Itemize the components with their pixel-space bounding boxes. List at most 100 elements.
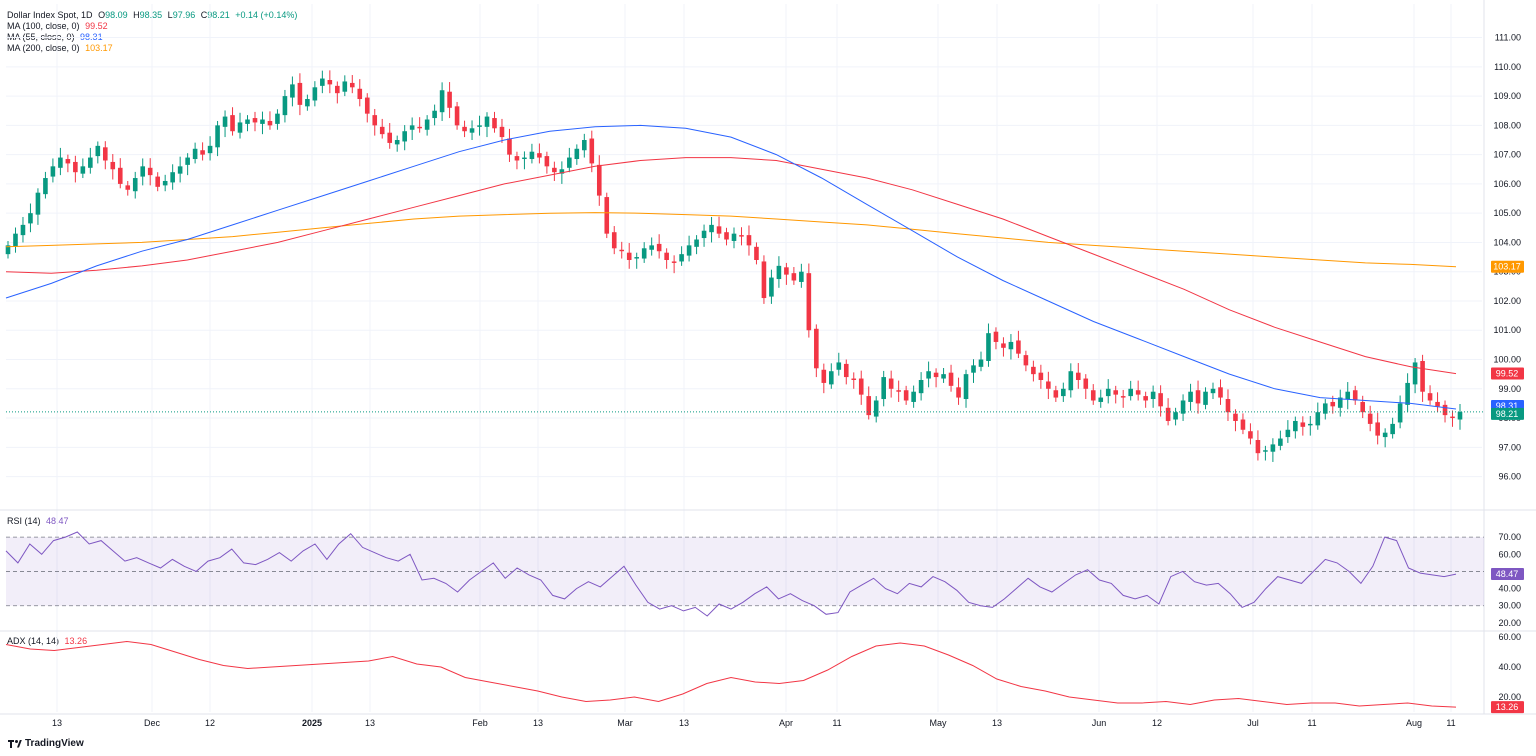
candle-body bbox=[125, 185, 131, 190]
time-axis-label: 13 bbox=[992, 718, 1002, 728]
time-axis-label: 12 bbox=[1152, 718, 1162, 728]
candle-body bbox=[1180, 400, 1186, 414]
candle-body bbox=[1360, 401, 1366, 413]
candle-body bbox=[1442, 404, 1448, 416]
time-axis-label: Feb bbox=[472, 718, 488, 728]
candle-body bbox=[1457, 411, 1463, 420]
adx-tick-label: 20.00 bbox=[1498, 692, 1521, 702]
candle-body bbox=[522, 157, 527, 160]
candle-body bbox=[1225, 399, 1231, 413]
candle-body bbox=[1143, 396, 1148, 401]
candle-body bbox=[1173, 412, 1178, 420]
candle-body bbox=[1120, 396, 1126, 398]
symbol-title[interactable]: Dollar Index Spot, 1D bbox=[7, 10, 93, 20]
candle-body bbox=[814, 328, 819, 369]
price-tick-label: 108.00 bbox=[1493, 120, 1521, 130]
ma100-legend[interactable]: MA (100, close, 0) 99.52 bbox=[7, 21, 111, 32]
candle-body bbox=[245, 119, 250, 124]
candle-body bbox=[13, 233, 18, 247]
candle-body bbox=[709, 224, 714, 233]
candle-body bbox=[529, 151, 535, 160]
candle-body bbox=[110, 161, 116, 170]
candle-body bbox=[873, 400, 879, 417]
candle-body bbox=[911, 391, 916, 402]
candle-body bbox=[402, 131, 407, 142]
candle-body bbox=[1278, 438, 1283, 446]
price-tick-label: 101.00 bbox=[1493, 325, 1521, 335]
candle-body bbox=[799, 271, 804, 282]
candle-body bbox=[552, 167, 557, 173]
candle-body bbox=[252, 118, 258, 123]
candle-body bbox=[342, 81, 348, 92]
ma200-value: 103.17 bbox=[85, 43, 113, 53]
adx-legend[interactable]: ADX (14, 14) 13.26 bbox=[7, 636, 90, 647]
candle-body bbox=[290, 84, 295, 98]
candle-body bbox=[671, 261, 677, 263]
price-tick-label: 104.00 bbox=[1493, 237, 1521, 247]
candle-body bbox=[784, 267, 789, 275]
ma55-price-badge: 98.31 bbox=[1496, 401, 1519, 411]
candle-body bbox=[1023, 355, 1029, 366]
candle-body bbox=[1046, 381, 1051, 389]
ma100-price-badge-bg bbox=[1491, 367, 1524, 380]
price-tick-label: 97.00 bbox=[1498, 442, 1521, 452]
candle-body bbox=[147, 167, 153, 176]
time-axis-label: Dec bbox=[144, 718, 161, 728]
candles-group bbox=[5, 70, 1463, 462]
candle-body bbox=[1203, 391, 1208, 405]
candle-body bbox=[1308, 423, 1313, 426]
candle-body bbox=[267, 120, 273, 126]
candle-body bbox=[1375, 422, 1380, 436]
candle-body bbox=[567, 157, 572, 168]
candle-body bbox=[477, 125, 482, 127]
ma200-line bbox=[5, 212, 1457, 268]
candle-body bbox=[447, 91, 452, 108]
adx-line bbox=[5, 640, 1457, 708]
candle-body bbox=[888, 378, 894, 389]
tradingview-watermark[interactable]: TradingView bbox=[8, 738, 84, 749]
candle-body bbox=[746, 235, 752, 246]
candle-body bbox=[701, 230, 707, 239]
ma100-label: MA (100, close, 0) bbox=[7, 21, 80, 31]
candle-body bbox=[1270, 444, 1276, 452]
candle-body bbox=[1382, 432, 1388, 438]
candle-body bbox=[1427, 393, 1433, 401]
candle-body bbox=[1248, 431, 1253, 439]
ma200-label: MA (200, close, 0) bbox=[7, 43, 80, 53]
rsi-label: RSI (14) bbox=[7, 516, 41, 526]
candle-body bbox=[499, 126, 505, 138]
change-value: +0.14 (+0.14%) bbox=[235, 10, 298, 20]
ma200-legend[interactable]: MA (200, close, 0) 103.17 bbox=[7, 43, 116, 54]
candle-body bbox=[5, 245, 11, 255]
candle-body bbox=[851, 378, 857, 380]
ma200-price-badge-bg bbox=[1491, 260, 1524, 273]
candle-body bbox=[611, 232, 617, 249]
candle-body bbox=[364, 97, 370, 114]
watermark-text: TradingView bbox=[25, 738, 84, 749]
ma55-legend[interactable]: MA (55, close, 0) 98.31 bbox=[7, 32, 106, 43]
candle-body bbox=[971, 365, 976, 373]
open-label: O bbox=[98, 10, 106, 20]
open-value: 98.09 bbox=[105, 10, 128, 20]
candle-body bbox=[903, 390, 909, 401]
close-label: C bbox=[200, 10, 208, 20]
candle-body bbox=[50, 166, 56, 177]
candle-body bbox=[769, 277, 774, 297]
tradingview-logo-icon bbox=[8, 739, 22, 748]
candle-body bbox=[828, 371, 834, 385]
rsi-tick-label: 20.00 bbox=[1498, 618, 1521, 628]
high-label: H bbox=[133, 10, 140, 20]
candle-body bbox=[1435, 401, 1440, 407]
candle-body bbox=[200, 150, 205, 155]
candle-body bbox=[664, 252, 669, 260]
price-tick-label: 111.00 bbox=[1495, 33, 1521, 43]
candle-body bbox=[469, 128, 475, 133]
price-tick-label: 107.00 bbox=[1493, 150, 1521, 160]
candle-body bbox=[305, 99, 310, 107]
candle-body bbox=[58, 157, 63, 168]
ma55-line bbox=[5, 124, 1457, 410]
candle-body bbox=[1412, 362, 1418, 385]
candle-body bbox=[215, 125, 220, 148]
candle-body bbox=[1075, 372, 1081, 380]
